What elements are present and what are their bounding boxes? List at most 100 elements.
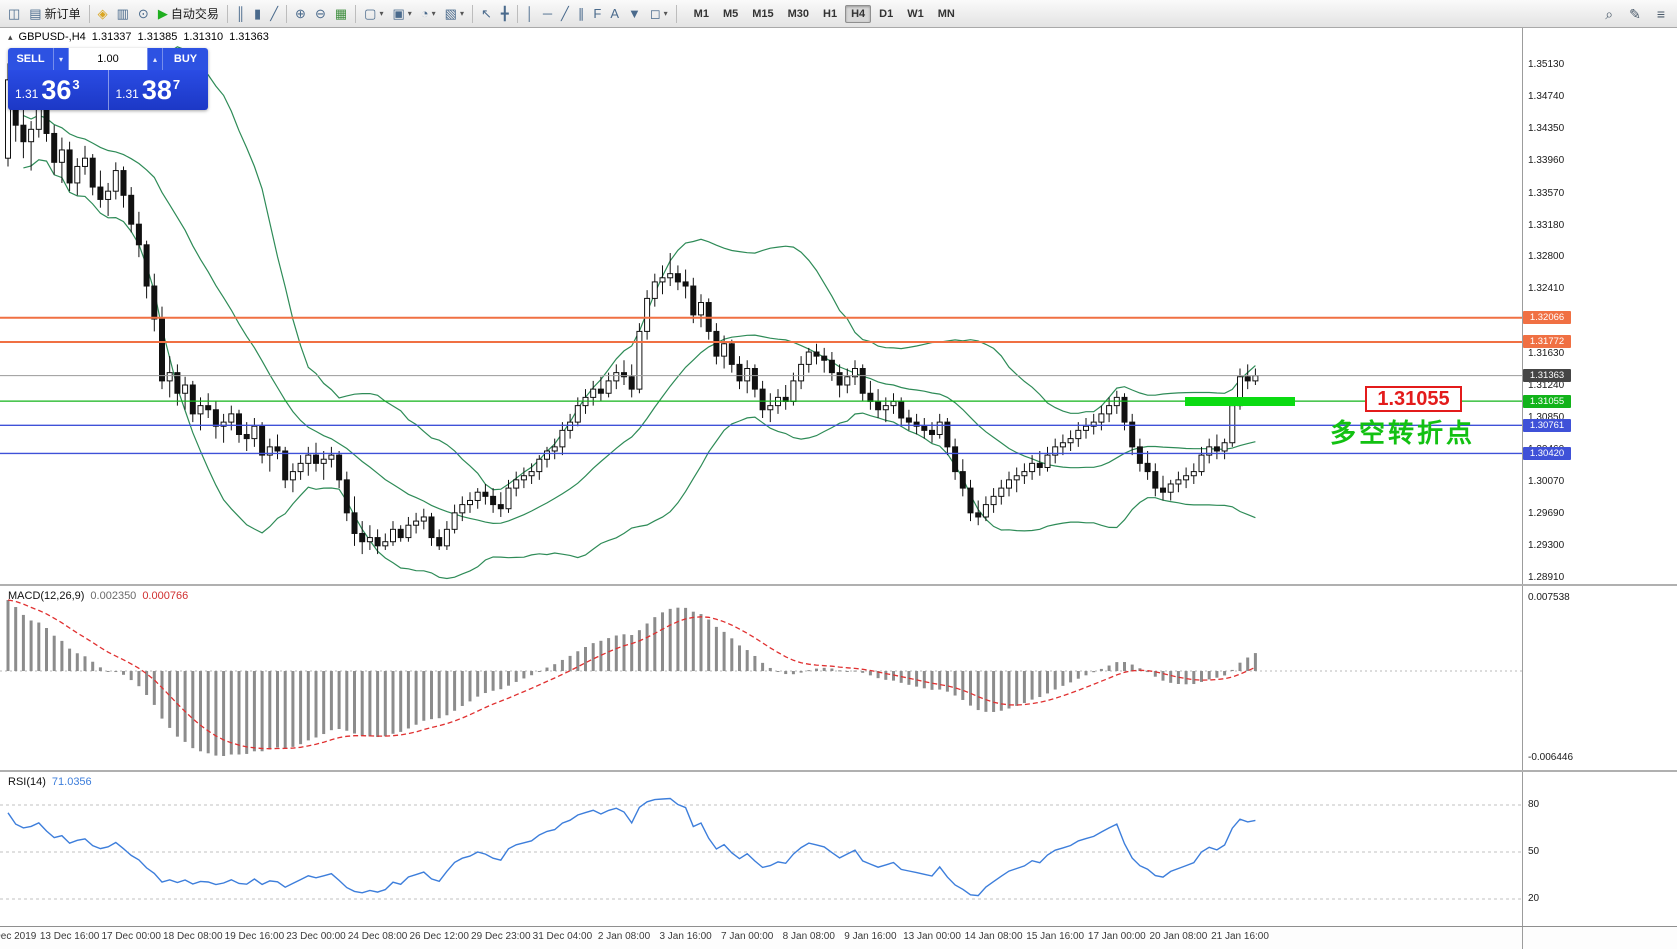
panel-splitter[interactable]	[0, 584, 1677, 586]
support-highlight-bar[interactable]	[1185, 396, 1295, 406]
volume-field	[69, 48, 147, 70]
price-annotation-box[interactable]: 1.31055	[1365, 386, 1462, 412]
cycle-charts-button-caret-icon: ▾	[431, 9, 436, 18]
price-tick-label: 1.32800	[1528, 251, 1565, 263]
rsi-panel: RSI(14) 71.0356 80 50 20	[0, 772, 1677, 926]
time-tick-label: 12 Dec 2019	[0, 931, 37, 942]
history-center-button[interactable]: ⊙	[134, 3, 153, 25]
price-level-badge: 1.31055	[1523, 394, 1571, 408]
panel-splitter[interactable]	[0, 770, 1677, 772]
time-tick-label: 29 Dec 23:00	[471, 931, 531, 942]
trendline-button[interactable]: ╱	[557, 3, 573, 25]
autotrading-icon: ▶	[157, 6, 168, 21]
time-tick-label: 15 Jan 16:00	[1026, 931, 1085, 942]
collapse-panel-icon[interactable]: ▴	[8, 31, 13, 42]
edit-button[interactable]: ✎	[1625, 3, 1645, 25]
macd-label: MACD(12,26,9) 0.002350 0.000766	[8, 590, 188, 602]
timeframe-m1[interactable]: M1	[693, 7, 709, 20]
text-icon: A	[610, 6, 619, 21]
templates-button[interactable]: ▧ ▾	[441, 3, 468, 25]
horizontal-levels[interactable]	[0, 316, 1522, 455]
buy-price[interactable]: 1.31 38 7	[109, 70, 209, 110]
timeframe-bar: M1 M5 M15 M30 H1 H4 D1 W1 MN	[687, 4, 962, 23]
charts-window-icon: ▥	[116, 6, 129, 21]
crosshair-button[interactable]: ╋	[497, 3, 513, 25]
timeframe-h4[interactable]: H4	[845, 4, 872, 23]
fibonacci-button[interactable]: F	[589, 3, 605, 25]
toolbar-separator	[355, 4, 357, 23]
autotrading-button[interactable]: ▶ 自动交易	[154, 3, 223, 25]
timeframe-h1[interactable]: H1	[823, 7, 838, 20]
new-chart-button[interactable]: ▣ ▾	[388, 3, 415, 25]
price-scale-border	[1522, 28, 1523, 584]
price-divider	[107, 70, 109, 110]
sell-button[interactable]: SELL	[8, 48, 53, 70]
zoom-in-button[interactable]: ⊕	[291, 3, 310, 25]
price-tick-label: 1.30070	[1528, 476, 1565, 488]
bar-chart-icon: ║	[235, 6, 246, 21]
zoom-out-button[interactable]: ⊖	[311, 3, 330, 25]
turning-point-note[interactable]: 多空转折点	[1330, 418, 1476, 448]
favorites-button[interactable]: ◈	[94, 3, 112, 25]
candles-series	[5, 63, 1259, 555]
new-order-button[interactable]: ▤ 新订单	[25, 3, 84, 25]
price-tick-label: 1.33960	[1528, 155, 1565, 167]
rsi-scale-border	[1522, 772, 1523, 926]
new-order-button-label: 新订单	[44, 7, 81, 21]
timeframe-m5[interactable]: M5	[722, 7, 739, 20]
macd-chart[interactable]	[0, 586, 1677, 770]
vertical-line-button[interactable]: │	[522, 3, 538, 25]
macd-histogram	[6, 600, 1257, 756]
horizontal-line-button[interactable]: ─	[539, 3, 556, 25]
channel-button[interactable]: ∥	[574, 3, 589, 25]
grid-button[interactable]: ▦	[331, 3, 351, 25]
time-tick-label: 20 Jan 08:00	[1149, 931, 1208, 942]
price-level-badge: 1.30761	[1523, 418, 1571, 432]
sell-price-pips: 36	[41, 74, 72, 105]
timeframe-m15[interactable]: M15	[752, 7, 774, 20]
zoom-out-icon: ⊖	[314, 6, 326, 21]
timeframe-w1[interactable]: W1	[907, 7, 924, 20]
cursor-button[interactable]: ↖	[477, 3, 496, 25]
macd-signal-value: 0.000766	[142, 590, 189, 602]
cycle-charts-button[interactable]: ◔ ▾	[417, 3, 440, 25]
sell-price[interactable]: 1.31 36 3	[8, 70, 108, 110]
rsi-chart[interactable]	[0, 772, 1677, 926]
volume-down-button[interactable]: ▾	[53, 48, 69, 70]
price-chart-panel: 1.35130 1.34740 1.34350 1.33960 1.33570 1.331…	[0, 28, 1677, 584]
macd-scale-max: 0.007538	[1528, 592, 1570, 603]
sell-price-prefix: 1.31	[15, 86, 39, 101]
grid-icon: ▦	[334, 6, 348, 21]
templates-button-caret-icon: ▾	[459, 9, 464, 18]
terminal-icon-button[interactable]: ◫	[4, 3, 24, 25]
symbol-period-label: GBPUSD-,H4	[18, 31, 86, 43]
horizontal-line-icon: ─	[542, 6, 553, 21]
volume-up-button[interactable]: ▴	[147, 48, 163, 70]
price-chart[interactable]	[0, 28, 1677, 584]
low-value: 1.31310	[183, 31, 224, 43]
candlestick-chart-button[interactable]: ▮	[250, 3, 265, 25]
fibonacci-icon: F	[593, 6, 602, 21]
volume-input[interactable]	[69, 48, 147, 70]
text-button[interactable]: A	[606, 3, 623, 25]
timeframe-mn[interactable]: MN	[937, 7, 955, 20]
arrows-button[interactable]: ▼	[624, 3, 645, 25]
shapes-button[interactable]: ◻ ▾	[646, 3, 672, 25]
timeframe-d1[interactable]: D1	[879, 7, 894, 20]
search-button[interactable]: ⌕	[1601, 3, 1617, 25]
price-tick-label: 1.28910	[1528, 572, 1565, 583]
rsi-level-label: 20	[1528, 893, 1540, 904]
arrange-windows-button[interactable]: ▢ ▾	[360, 3, 387, 25]
charts-window-button[interactable]: ▥	[113, 3, 133, 25]
menu-button[interactable]: ≡	[1653, 3, 1669, 25]
templates-icon: ▧	[444, 6, 457, 21]
price-tick-label: 1.31240	[1528, 379, 1565, 391]
rsi-level-label: 50	[1528, 846, 1540, 857]
bar-chart-button[interactable]: ║	[232, 3, 249, 25]
buy-button[interactable]: BUY	[163, 48, 208, 70]
arrange-windows-button-caret-icon: ▾	[379, 9, 384, 18]
toolbar-separator	[88, 4, 90, 23]
timeframe-m30[interactable]: M30	[787, 7, 810, 20]
line-chart-button[interactable]: ╱	[266, 3, 282, 25]
